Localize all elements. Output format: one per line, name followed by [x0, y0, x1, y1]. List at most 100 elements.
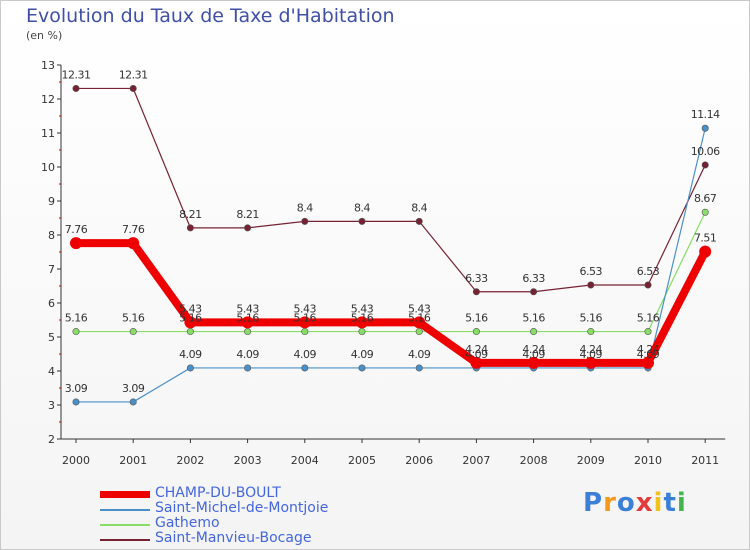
y-tick-label: 5 [48, 331, 55, 344]
y-tick-label: 4 [48, 365, 55, 378]
data-point [530, 288, 538, 296]
data-label: 5.16 [179, 312, 202, 325]
data-point [184, 316, 197, 329]
data-label: 4.09 [294, 348, 317, 361]
data-point [413, 316, 426, 329]
series-line-2 [76, 211, 706, 333]
data-label: 6.33 [465, 272, 488, 285]
data-label: 5.16 [122, 312, 145, 325]
data-point [699, 245, 712, 258]
logo-letter: x [635, 488, 654, 518]
data-label: 6.53 [637, 265, 660, 278]
logo-letter: i [653, 488, 664, 518]
data-point [72, 84, 80, 92]
data-label: 4.09 [522, 348, 545, 361]
data-label: 4.24 [522, 343, 545, 356]
y-tick-label: 8 [48, 229, 55, 242]
data-point [527, 356, 540, 369]
legend-swatch [100, 524, 150, 526]
data-label: 5.16 [294, 312, 317, 325]
legend-label: Saint-Manvieu-Bocage [155, 530, 312, 546]
data-label: 12.31 [62, 68, 91, 81]
data-label: 8.4 [354, 201, 370, 214]
series-line-3 [76, 87, 706, 293]
data-label: 5.16 [522, 312, 545, 325]
data-label: 8.21 [236, 208, 259, 221]
logo-letter: i [676, 488, 687, 518]
data-point [244, 328, 252, 336]
legend-swatch [100, 491, 150, 498]
data-label: 8.67 [694, 192, 717, 205]
y-tick-label: 6 [48, 297, 55, 310]
data-point [129, 328, 137, 336]
data-point [415, 217, 423, 225]
data-label: 5.43 [351, 302, 374, 315]
data-label: 4.24 [637, 343, 660, 356]
x-tick-label: 2001 [119, 454, 147, 467]
data-label: 5.16 [637, 312, 660, 325]
data-label: 7.51 [694, 232, 717, 245]
y-tick-label: 11 [41, 127, 55, 140]
legend-label: CHAMP-DU-BOULT [155, 485, 281, 501]
y-tick-label: 7 [48, 263, 55, 276]
logo-letter: P [583, 488, 604, 518]
data-label: 7.76 [65, 223, 88, 236]
data-point [415, 328, 423, 336]
y-tick-label: 3 [48, 399, 55, 412]
data-point [301, 364, 309, 372]
data-point [129, 398, 137, 406]
data-label: 5.43 [294, 302, 317, 315]
data-point [186, 328, 194, 336]
data-point [701, 124, 709, 132]
data-label: 5.43 [236, 302, 259, 315]
data-label: 3.09 [122, 382, 145, 395]
logo-letter: t [663, 488, 677, 518]
data-point [244, 364, 252, 372]
data-point [530, 328, 538, 336]
y-tick-label: 2 [48, 433, 55, 446]
data-label: 5.16 [65, 312, 88, 325]
data-label: 8.21 [179, 208, 202, 221]
data-point [358, 328, 366, 336]
data-point [301, 328, 309, 336]
data-label: 4.09 [465, 348, 488, 361]
series-line-0 [76, 239, 709, 367]
data-label: 4.09 [351, 348, 374, 361]
data-point [186, 364, 194, 372]
data-point [584, 356, 597, 369]
series-line-1 [76, 128, 706, 403]
data-point [470, 356, 483, 369]
legend-swatch [100, 539, 150, 541]
x-tick-label: 2009 [577, 454, 605, 467]
data-point [186, 224, 194, 232]
x-tick-label: 2004 [291, 454, 319, 467]
x-tick-label: 2011 [691, 454, 719, 467]
x-tick-label: 2000 [62, 454, 90, 467]
data-label: 4.24 [465, 343, 488, 356]
logo-letter: o [616, 488, 636, 518]
data-point [472, 328, 480, 336]
data-point [356, 316, 368, 329]
data-point [642, 356, 654, 369]
x-tick-label: 2007 [462, 454, 490, 467]
x-tick-label: 2008 [520, 454, 548, 467]
data-label: 11.14 [691, 108, 720, 121]
data-label: 4.09 [179, 348, 202, 361]
x-tick-label: 2002 [176, 454, 204, 467]
data-label: 5.16 [351, 312, 374, 325]
logo-letter: r [603, 488, 617, 518]
data-point [72, 398, 80, 406]
chart-title: Evolution du Taux de Taxe d'Habitation [26, 5, 395, 27]
data-point [127, 237, 140, 250]
data-label: 4.09 [408, 348, 431, 361]
legend-swatch [100, 509, 150, 511]
data-label: 12.31 [119, 68, 148, 81]
data-point [298, 316, 311, 329]
data-label: 5.16 [236, 312, 259, 325]
legend-label: Gathemo [155, 515, 220, 531]
y-tick-label: 13 [41, 59, 55, 72]
data-point [244, 224, 252, 232]
y-tick-label: 12 [41, 93, 55, 106]
data-label: 4.09 [637, 348, 660, 361]
